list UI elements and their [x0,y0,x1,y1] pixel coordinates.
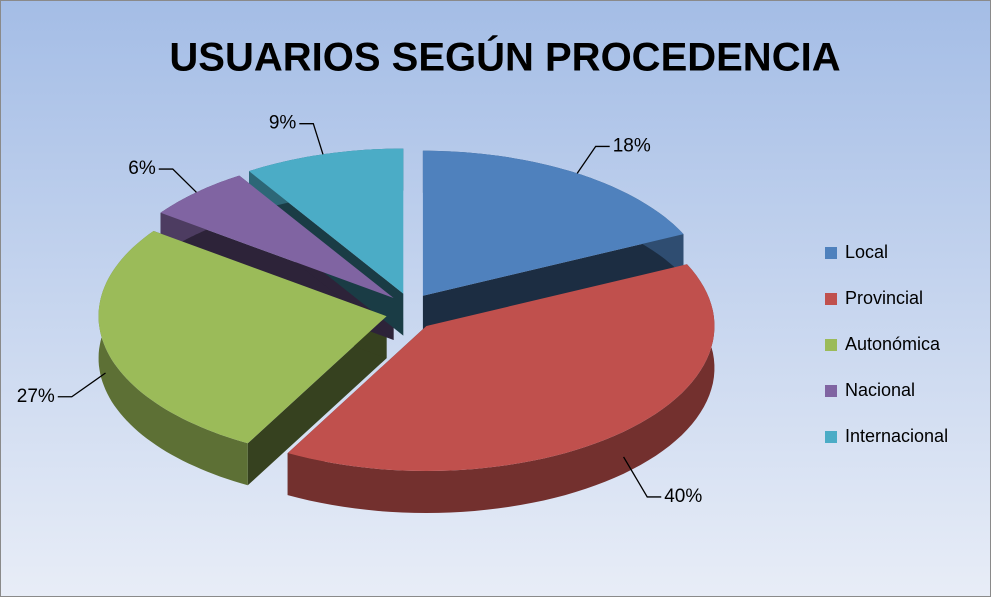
legend-label: Autonómica [845,334,941,354]
pie-slice [287,264,715,471]
legend-label: Internacional [845,426,948,446]
data-label: 40% [664,486,702,507]
leader-line [623,456,662,498]
legend-swatch [825,247,837,259]
slice-outer-wall [287,264,715,513]
chart-title: USUARIOS SEGÚN PROCEDENCIA [169,34,840,80]
legend-swatch [825,431,837,443]
slice-radial-wall [247,316,387,486]
pie-slice [249,148,404,294]
pie-slice [160,175,394,298]
data-label: 6% [128,158,156,179]
legend-label: Provincial [845,288,923,308]
leader-line [576,145,610,174]
slice-outer-wall [98,231,248,486]
pie-slice [98,231,387,444]
leader-line [299,123,324,155]
legend-swatch [825,339,837,351]
legend-label: Nacional [845,380,915,400]
leader-line [158,168,197,193]
data-label: 18% [613,135,651,156]
data-label: 27% [17,386,55,407]
legend-label: Local [845,242,888,262]
legend-swatch [825,293,837,305]
slice-tops [98,148,715,471]
pie-slice [422,150,684,296]
leader-line [57,372,106,398]
data-label: 9% [269,113,297,134]
legend-swatch [825,385,837,397]
labels: 18% Local 40% Provincial 27% Autonómica 6% Naci… [17,113,948,507]
